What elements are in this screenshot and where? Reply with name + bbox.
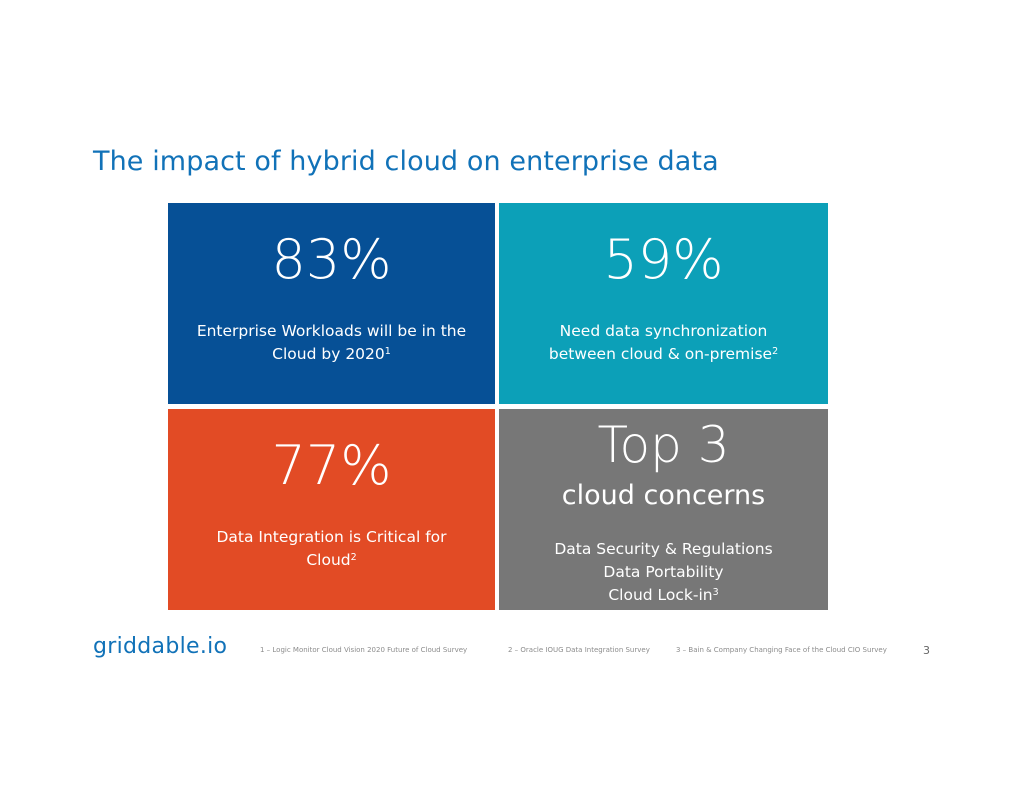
footnote-marker: 2 bbox=[350, 552, 357, 563]
concerns-list: Data Security & Regulations Data Portabi… bbox=[499, 538, 828, 607]
stat-value: Top 3 bbox=[597, 416, 730, 474]
footnote-1: 1 – Logic Monitor Cloud Vision 2020 Futu… bbox=[260, 646, 468, 654]
stat-description-line: Cloud2 bbox=[168, 549, 495, 572]
stat-value: 59% bbox=[603, 228, 724, 291]
stat-description-line: between cloud & on-premise2 bbox=[499, 343, 828, 366]
brand-logo: griddable.io bbox=[93, 634, 228, 659]
stat-tile-synchronization: 59% Need data synchronization between cl… bbox=[499, 203, 828, 404]
stat-description-text: between cloud & on-premise bbox=[548, 345, 773, 363]
stat-description: Enterprise Workloads will be in the Clou… bbox=[168, 320, 495, 366]
footnote-marker: 1 bbox=[384, 346, 391, 357]
stat-description-text: Cloud bbox=[306, 551, 351, 569]
stat-description: Need data synchronization between cloud … bbox=[499, 320, 828, 366]
concern-item: Data Portability bbox=[603, 563, 724, 581]
stat-tile-workloads: 83% Enterprise Workloads will be in the … bbox=[168, 203, 495, 404]
stat-tile-concerns: Top 3 cloud concerns Data Security & Reg… bbox=[499, 409, 828, 610]
footnote-marker: 2 bbox=[772, 346, 779, 357]
footnote-2: 2 – Oracle IOUG Data Integration Survey bbox=[508, 646, 650, 654]
page-number: 3 bbox=[923, 644, 930, 657]
page-title: The impact of hybrid cloud on enterprise… bbox=[93, 146, 719, 177]
stat-description: Data Integration is Critical for Cloud2 bbox=[168, 526, 495, 572]
stat-description-line: Need data synchronization bbox=[559, 322, 768, 340]
concern-item-text: Cloud Lock-in bbox=[608, 586, 713, 604]
concern-item: Cloud Lock-in3 bbox=[499, 584, 828, 607]
concern-item: Data Security & Regulations bbox=[554, 540, 773, 558]
footnote-3: 3 – Bain & Company Changing Face of the … bbox=[676, 646, 887, 654]
stat-description-line: Cloud by 20201 bbox=[168, 343, 495, 366]
stat-value: 77% bbox=[271, 434, 392, 497]
stat-description-line: Enterprise Workloads will be in the bbox=[196, 322, 467, 340]
stat-description-text: Cloud by 2020 bbox=[272, 345, 385, 363]
stat-description-line: Data Integration is Critical for bbox=[216, 528, 447, 546]
stat-subtitle: cloud concerns bbox=[561, 480, 766, 511]
stat-tile-integration: 77% Data Integration is Critical for Clo… bbox=[168, 409, 495, 610]
stat-value: 83% bbox=[271, 228, 392, 291]
footnote-marker: 3 bbox=[712, 587, 719, 598]
